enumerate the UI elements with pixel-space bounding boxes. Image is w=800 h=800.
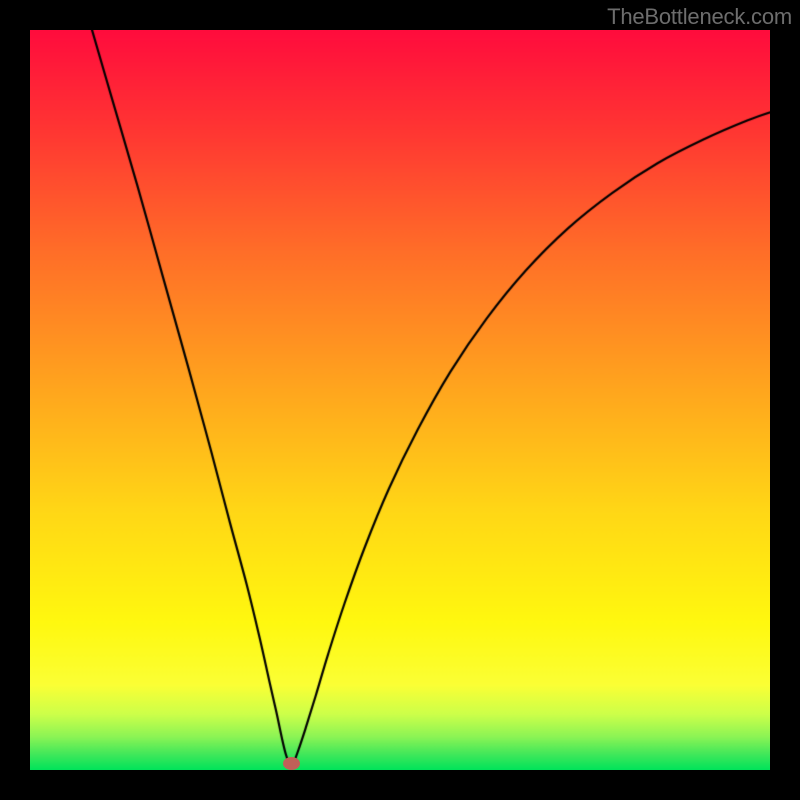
plot-area xyxy=(30,30,770,770)
bottleneck-curve xyxy=(30,30,770,770)
watermark: TheBottleneck.com xyxy=(607,4,792,30)
optimal-point-marker xyxy=(283,757,300,770)
